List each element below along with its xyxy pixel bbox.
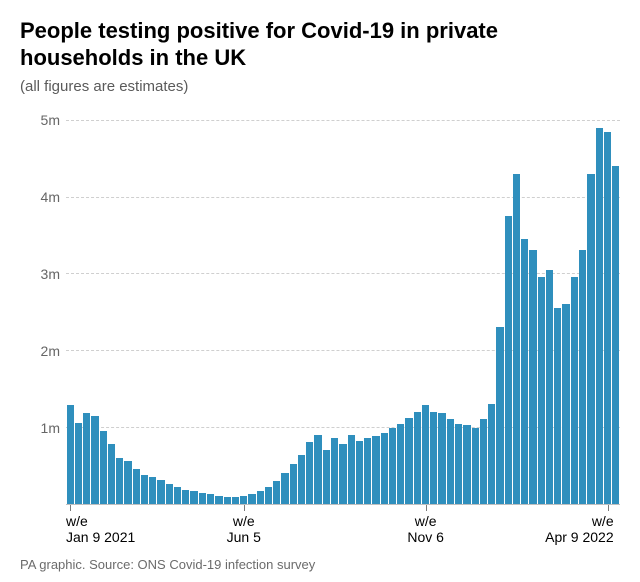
- bar: [505, 216, 512, 504]
- bar: [480, 419, 487, 503]
- bar: [331, 438, 338, 503]
- x-tick-mark: [70, 505, 71, 511]
- bar: [83, 413, 90, 504]
- bar: [108, 444, 115, 504]
- bar: [339, 444, 346, 504]
- bar: [224, 497, 231, 504]
- bar: [75, 423, 82, 504]
- bar: [141, 475, 148, 504]
- bar: [91, 416, 98, 503]
- bar: [190, 491, 197, 503]
- bar: [488, 404, 495, 504]
- chart-title: People testing positive for Covid-19 in …: [20, 18, 620, 72]
- bar: [323, 450, 330, 504]
- bars: [66, 105, 620, 504]
- bar: [215, 496, 222, 504]
- bar: [124, 461, 131, 503]
- x-tick-label: w/eNov 6: [407, 513, 444, 545]
- chart-subtitle: (all figures are estimates): [20, 78, 620, 95]
- y-tick-label: 5m: [41, 112, 60, 128]
- bar: [389, 428, 396, 503]
- bar: [306, 442, 313, 503]
- bar: [521, 239, 528, 504]
- bar: [314, 435, 321, 504]
- bar: [438, 413, 445, 504]
- bar: [571, 277, 578, 503]
- bar: [257, 491, 264, 503]
- bar: [381, 433, 388, 504]
- bar: [554, 308, 561, 504]
- bar: [67, 405, 74, 503]
- bar: [116, 458, 123, 504]
- bar: [513, 174, 520, 504]
- y-tick-label: 2m: [41, 343, 60, 359]
- bar: [281, 473, 288, 504]
- x-tick-mark: [244, 505, 245, 511]
- y-tick-label: 1m: [41, 420, 60, 436]
- bar: [596, 128, 603, 504]
- bar: [463, 425, 470, 503]
- bar: [240, 496, 247, 504]
- bar: [182, 490, 189, 504]
- chart-container: People testing positive for Covid-19 in …: [0, 0, 640, 582]
- bar: [496, 327, 503, 503]
- x-tick-label: w/eApr 9 2022: [545, 513, 614, 545]
- plot-area: 1m 2m 3m 4m 5m w/eJan 9 2021w/eJun 5w/eNov 6…: [20, 105, 620, 535]
- bar: [356, 441, 363, 504]
- y-tick-label: 4m: [41, 189, 60, 205]
- bar: [604, 132, 611, 504]
- bar: [447, 419, 454, 503]
- bar: [348, 435, 355, 504]
- bar: [612, 166, 619, 504]
- bar: [422, 405, 429, 503]
- plot: [66, 105, 620, 505]
- bar: [538, 277, 545, 503]
- bar: [587, 174, 594, 504]
- bar: [166, 484, 173, 504]
- bar: [414, 412, 421, 504]
- chart-source: PA graphic. Source: ONS Covid-19 infecti…: [20, 557, 315, 572]
- bar: [207, 494, 214, 503]
- bar: [174, 487, 181, 504]
- bar: [472, 428, 479, 503]
- bar: [455, 424, 462, 504]
- bar: [199, 493, 206, 504]
- bar: [290, 464, 297, 504]
- bar: [546, 270, 553, 504]
- x-axis: w/eJan 9 2021w/eJun 5w/eNov 6w/eApr 9 20…: [66, 505, 620, 535]
- bar: [579, 250, 586, 503]
- bar: [405, 418, 412, 504]
- x-tick-label: w/eJun 5: [227, 513, 261, 545]
- bar: [265, 487, 272, 504]
- x-tick-label: w/eJan 9 2021: [66, 513, 135, 545]
- bar: [298, 455, 305, 504]
- bar: [430, 412, 437, 504]
- bar: [562, 304, 569, 504]
- bar: [397, 424, 404, 504]
- x-tick-mark: [608, 505, 609, 511]
- bar: [232, 497, 239, 504]
- y-tick-label: 3m: [41, 266, 60, 282]
- bar: [248, 494, 255, 503]
- bar: [372, 436, 379, 504]
- bar: [133, 469, 140, 504]
- y-axis: 1m 2m 3m 4m 5m: [20, 105, 66, 505]
- bar: [157, 480, 164, 504]
- x-tick-mark: [426, 505, 427, 511]
- bar: [100, 431, 107, 504]
- bar: [364, 438, 371, 503]
- bar: [149, 477, 156, 504]
- bar: [529, 250, 536, 503]
- bar: [273, 481, 280, 504]
